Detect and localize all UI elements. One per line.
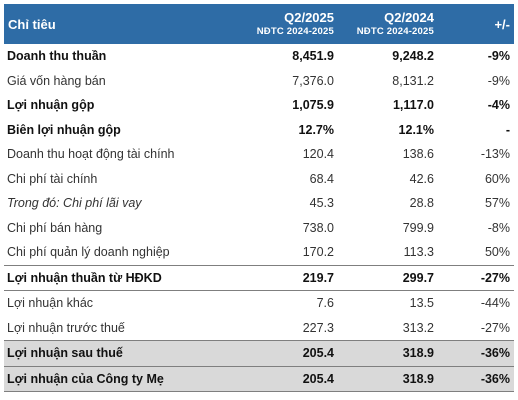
- row-label: Lợi nhuận gộp: [7, 98, 95, 113]
- row-value-q2-2024: 299.7: [342, 264, 442, 291]
- row-value-q2-2025: 12.7%: [298, 122, 334, 137]
- row-value-q2-2025: 1,075.9: [292, 98, 334, 113]
- row-value-q2-2024: 138.6: [402, 147, 434, 162]
- row-other-profit: Lợi nhuận khác 7.6 13.5 -44%: [4, 291, 514, 316]
- row-change: 60%: [484, 171, 510, 186]
- row-label: Biên lợi nhuận gộp: [7, 122, 121, 137]
- row-financial-income: Doanh thu hoạt động tài chính 120.4 138.…: [4, 142, 514, 167]
- row-value-q2-2025: 7.6: [316, 296, 334, 311]
- header-q2-2025-period: Q2/2025: [284, 9, 334, 25]
- row-label: Doanh thu hoạt động tài chính: [7, 147, 175, 162]
- row-value-q2-2024: 318.9: [342, 340, 442, 366]
- row-value-q2-2025: 205.4: [250, 365, 342, 392]
- row-value-q2-2025: 738.0: [302, 220, 334, 235]
- row-value-q2-2025: 120.4: [302, 147, 334, 162]
- row-value-q2-2025: 170.2: [302, 245, 334, 260]
- row-change: -8%: [487, 220, 510, 235]
- row-label: Chi phí quản lý doanh nghiệp: [7, 245, 170, 260]
- row-label: Lợi nhuận của Công ty Mẹ: [4, 365, 250, 392]
- header-indicator: Chỉ tiêu: [4, 4, 250, 44]
- row-value-q2-2024: 1,117.0: [392, 98, 434, 113]
- row-value-q2-2024: 313.2: [402, 320, 434, 335]
- row-interest-expense: Trong đó: Chi phí lãi vay 45.3 28.8 57%: [4, 191, 514, 216]
- row-label: Trong đó: Chi phí lãi vay: [7, 196, 142, 211]
- row-cogs: Giá vốn hàng bán 7,376.0 8,131.2 -9%: [4, 69, 514, 94]
- row-parent-profit: Lợi nhuận của Công ty Mẹ 205.4 318.9 -36…: [4, 365, 514, 392]
- row-change: -9%: [487, 73, 510, 88]
- row-value-q2-2024: 9,248.2: [392, 49, 434, 64]
- row-value-q2-2025: 219.7: [250, 264, 342, 291]
- row-change: 57%: [484, 196, 510, 211]
- row-label: Lợi nhuận trước thuế: [7, 320, 125, 335]
- row-profit-after-tax: Lợi nhuận sau thuế 205.4 318.9 -36%: [4, 340, 514, 366]
- row-label: Lợi nhuận sau thuế: [4, 340, 250, 366]
- table-header-row: Chỉ tiêu Q2/2025 NĐTC 2024-2025 Q2/2024 …: [4, 4, 514, 44]
- row-change: -36%: [442, 340, 514, 366]
- row-value-q2-2024: 28.8: [409, 196, 434, 211]
- row-selling-expenses: Chi phí bán hàng 738.0 799.9 -8%: [4, 216, 514, 241]
- header-q2-2024-period: Q2/2024: [384, 9, 434, 25]
- financial-table-container: Chỉ tiêu Q2/2025 NĐTC 2024-2025 Q2/2024 …: [4, 4, 514, 392]
- row-admin-expenses: Chi phí quản lý doanh nghiệp 170.2 113.3…: [4, 240, 514, 265]
- row-change: -9%: [487, 49, 510, 64]
- header-change: +/-: [442, 4, 514, 44]
- row-label: Chi phí bán hàng: [7, 220, 103, 235]
- row-value-q2-2025: 8,451.9: [292, 49, 334, 64]
- row-value-q2-2025: 205.4: [250, 340, 342, 366]
- row-change: 50%: [484, 245, 510, 260]
- row-financial-expenses: Chi phí tài chính 68.4 42.6 60%: [4, 167, 514, 192]
- row-value-q2-2024: 799.9: [402, 220, 434, 235]
- row-label: Doanh thu thuần: [7, 49, 107, 64]
- row-label: Lợi nhuận thuần từ HĐKD: [4, 264, 250, 291]
- row-value-q2-2025: 68.4: [309, 171, 334, 186]
- header-q2-2024: Q2/2024 NĐTC 2024-2025: [342, 4, 442, 44]
- row-change: -36%: [442, 365, 514, 392]
- row-value-q2-2024: 12.1%: [398, 122, 434, 137]
- row-value-q2-2024: 8,131.2: [392, 73, 434, 88]
- row-value-q2-2024: 318.9: [342, 365, 442, 392]
- row-label: Giá vốn hàng bán: [7, 73, 106, 88]
- row-value-q2-2024: 113.3: [403, 245, 434, 260]
- row-label: Chi phí tài chính: [7, 171, 98, 186]
- row-value-q2-2024: 42.6: [409, 171, 434, 186]
- row-value-q2-2025: 227.3: [302, 320, 334, 335]
- row-value-q2-2025: 45.3: [309, 196, 334, 211]
- row-value-q2-2025: 7,376.0: [292, 73, 334, 88]
- row-operating-profit: Lợi nhuận thuần từ HĐKD 219.7 299.7 -27%: [4, 264, 514, 291]
- header-q2-2025-fiscal-year: NĐTC 2024-2025: [256, 26, 334, 38]
- header-q2-2025: Q2/2025 NĐTC 2024-2025: [250, 4, 342, 44]
- row-change: -4%: [487, 98, 510, 113]
- row-change: -27%: [480, 320, 510, 335]
- row-gross-margin: Biên lợi nhuận gộp 12.7% 12.1% -: [4, 118, 514, 143]
- row-change: -27%: [442, 264, 514, 291]
- row-change: -: [505, 122, 510, 137]
- row-value-q2-2024: 13.5: [409, 296, 434, 311]
- row-gross-profit: Lợi nhuận gộp 1,075.9 1,117.0 -4%: [4, 93, 514, 118]
- row-change: -44%: [480, 296, 510, 311]
- row-label: Lợi nhuận khác: [7, 296, 94, 311]
- financial-results-table: Chỉ tiêu Q2/2025 NĐTC 2024-2025 Q2/2024 …: [4, 4, 514, 392]
- row-change: -13%: [480, 147, 510, 162]
- row-net-revenue: Doanh thu thuần 8,451.9 9,248.2 -9%: [4, 44, 514, 69]
- header-q2-2024-fiscal-year: NĐTC 2024-2025: [356, 26, 434, 38]
- row-profit-before-tax: Lợi nhuận trước thuế 227.3 313.2 -27%: [4, 316, 514, 341]
